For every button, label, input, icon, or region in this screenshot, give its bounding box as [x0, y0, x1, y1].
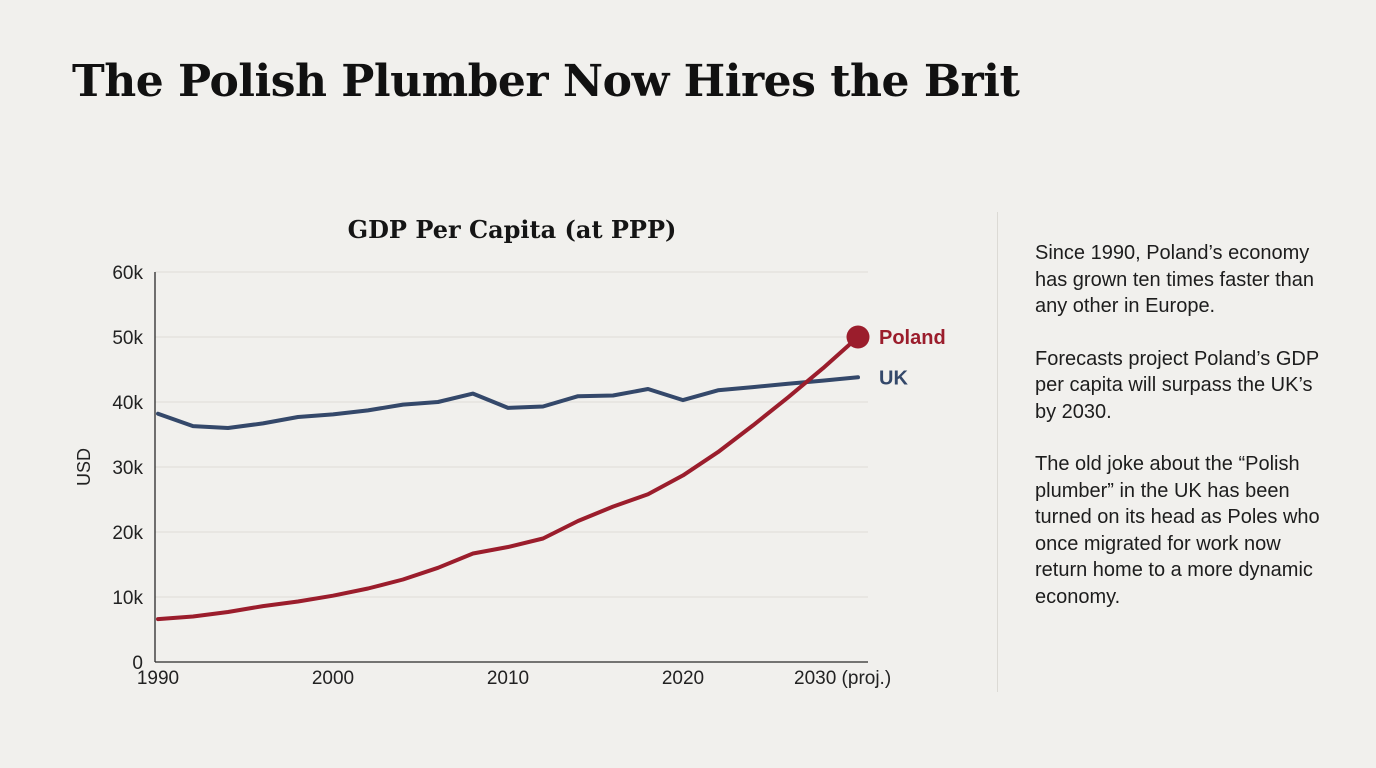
- y-tick-label-20k: 20k: [112, 523, 143, 544]
- gdp-line-chart: GDP Per Capita (at PPP) USD 0 10k 20k 30k 40…: [74, 215, 946, 689]
- x-tick-label-2000: 2000: [312, 668, 354, 689]
- y-tick-label-60k: 60k: [112, 263, 143, 284]
- sidebar-divider: [997, 212, 998, 692]
- series-line-poland: [156, 335, 860, 622]
- commentary-sidebar: Since 1990, Poland’s economy has grown t…: [1035, 240, 1325, 636]
- y-tick-label-0: 0: [132, 653, 143, 674]
- y-tick-label-10k: 10k: [112, 588, 143, 609]
- y-axis-label: USD: [74, 448, 94, 486]
- commentary-paragraph-plumber: The old joke about the “Polish plumber” …: [1035, 453, 1320, 608]
- x-tick-label-2010: 2010: [487, 668, 529, 689]
- y-tick-label-40k: 40k: [112, 393, 143, 414]
- y-tick-label-30k: 30k: [112, 458, 143, 479]
- x-tick-label-2020: 2020: [662, 668, 704, 689]
- x-tick-label-1990: 1990: [137, 668, 179, 689]
- series-label-uk: UK: [879, 367, 908, 389]
- chart-title: GDP Per Capita (at PPP): [348, 215, 677, 244]
- commentary-paragraph-forecast: Forecasts project Poland’s GDP per capit…: [1035, 347, 1319, 423]
- series-label-poland: Poland: [879, 327, 946, 349]
- series-line-uk: [156, 375, 860, 430]
- series-end-marker-poland: [846, 325, 870, 349]
- headline: The Polish Plumber Now Hires the Brit: [72, 56, 1020, 107]
- commentary-paragraph-growth: Since 1990, Poland’s economy has grown t…: [1035, 242, 1315, 317]
- y-tick-label-50k: 50k: [112, 328, 143, 349]
- x-tick-label-2030-proj: 2030 (proj.): [794, 668, 891, 689]
